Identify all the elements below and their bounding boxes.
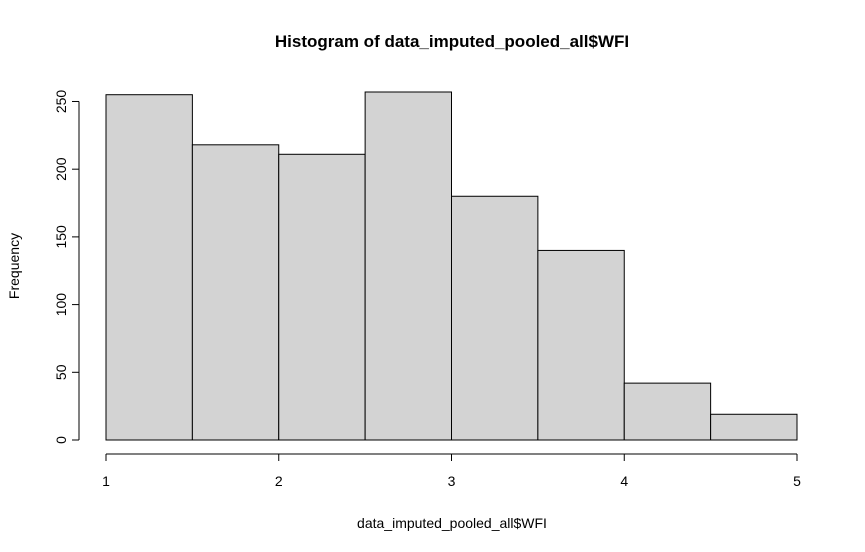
histogram-bar-2 xyxy=(191,144,280,441)
x-tick-label-4: 4 xyxy=(620,473,628,489)
bars-group xyxy=(105,91,798,441)
histogram-bar-4 xyxy=(364,91,452,441)
histogram-bar-7 xyxy=(623,382,712,441)
x-axis-label: data_imputed_pooled_all$WFI xyxy=(357,515,547,531)
chart-title: Histogram of data_imputed_pooled_all$WFI xyxy=(275,32,629,51)
y-tick-label-150: 150 xyxy=(53,225,69,249)
y-tick-label-100: 100 xyxy=(53,293,69,317)
y-tick-label-200: 200 xyxy=(53,157,69,181)
histogram-bar-6 xyxy=(537,249,625,441)
y-tick-label-250: 250 xyxy=(53,90,69,114)
x-tick-label-5: 5 xyxy=(793,473,801,489)
histogram-bar-5 xyxy=(451,195,539,441)
histogram-bar-8 xyxy=(710,413,798,441)
y-axis: 0 50 100 150 200 250 xyxy=(53,90,80,444)
histogram-bar-3 xyxy=(278,153,366,441)
x-tick-label-2: 2 xyxy=(275,473,283,489)
histogram-bar-1 xyxy=(105,94,193,441)
y-tick-label-0: 0 xyxy=(53,436,69,444)
x-tick-label-1: 1 xyxy=(102,473,110,489)
x-axis: 1 2 3 4 5 xyxy=(102,453,801,489)
x-tick-label-3: 3 xyxy=(448,473,456,489)
y-tick-label-50: 50 xyxy=(53,364,69,380)
y-axis-label: Frequency xyxy=(6,233,22,299)
